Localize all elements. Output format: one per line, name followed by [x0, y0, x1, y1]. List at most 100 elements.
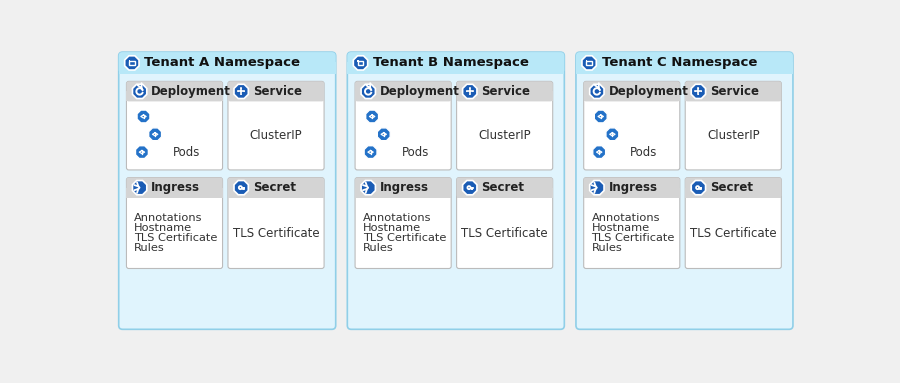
- Polygon shape: [582, 56, 597, 70]
- Text: Hostname: Hostname: [363, 223, 421, 233]
- Circle shape: [466, 91, 467, 92]
- Circle shape: [469, 90, 471, 92]
- Text: Secret: Secret: [482, 181, 525, 194]
- Polygon shape: [593, 146, 606, 159]
- FancyBboxPatch shape: [126, 81, 222, 170]
- FancyBboxPatch shape: [584, 81, 680, 101]
- Bar: [584, 92, 680, 101]
- FancyBboxPatch shape: [576, 52, 793, 329]
- Bar: [685, 92, 781, 101]
- FancyBboxPatch shape: [228, 81, 324, 101]
- FancyBboxPatch shape: [685, 178, 781, 268]
- Bar: [356, 188, 451, 198]
- Text: Service: Service: [482, 85, 530, 98]
- FancyBboxPatch shape: [576, 52, 793, 74]
- FancyBboxPatch shape: [126, 81, 222, 101]
- Polygon shape: [234, 180, 248, 195]
- Polygon shape: [594, 110, 608, 123]
- Bar: [584, 188, 680, 198]
- Text: Deployment: Deployment: [380, 85, 460, 98]
- Polygon shape: [132, 84, 147, 98]
- Text: TLS Certificate: TLS Certificate: [462, 227, 548, 240]
- Polygon shape: [132, 180, 147, 195]
- FancyBboxPatch shape: [584, 178, 680, 198]
- Circle shape: [240, 88, 242, 89]
- FancyBboxPatch shape: [119, 52, 336, 329]
- Text: Ingress: Ingress: [608, 181, 658, 194]
- Bar: [130, 61, 135, 65]
- Text: Annotations: Annotations: [591, 213, 660, 223]
- FancyBboxPatch shape: [347, 52, 564, 74]
- FancyBboxPatch shape: [119, 52, 336, 74]
- Text: Tenant A Namespace: Tenant A Namespace: [144, 56, 301, 69]
- Bar: [119, 62, 336, 74]
- FancyBboxPatch shape: [456, 178, 553, 198]
- Bar: [357, 61, 359, 62]
- FancyBboxPatch shape: [126, 178, 222, 198]
- Text: ClusterIP: ClusterIP: [707, 129, 760, 142]
- Text: TLS Certificate: TLS Certificate: [363, 233, 446, 243]
- FancyBboxPatch shape: [356, 178, 451, 268]
- Text: Service: Service: [710, 85, 759, 98]
- FancyBboxPatch shape: [356, 81, 451, 101]
- Circle shape: [240, 93, 242, 95]
- Text: Ingress: Ingress: [380, 181, 429, 194]
- Bar: [358, 61, 364, 65]
- FancyBboxPatch shape: [584, 178, 680, 268]
- Text: Secret: Secret: [710, 181, 753, 194]
- Polygon shape: [364, 146, 377, 159]
- Circle shape: [698, 90, 699, 92]
- Text: Ingress: Ingress: [151, 181, 200, 194]
- Text: Hostname: Hostname: [591, 223, 650, 233]
- Bar: [356, 92, 451, 101]
- Circle shape: [472, 91, 473, 92]
- Polygon shape: [137, 110, 150, 123]
- Text: Annotations: Annotations: [363, 213, 431, 223]
- Polygon shape: [606, 128, 619, 141]
- Circle shape: [698, 88, 699, 89]
- Text: Annotations: Annotations: [134, 213, 202, 223]
- Bar: [228, 188, 324, 198]
- Bar: [456, 92, 553, 101]
- FancyBboxPatch shape: [228, 178, 324, 198]
- Text: Rules: Rules: [134, 243, 165, 253]
- Polygon shape: [377, 128, 391, 141]
- Polygon shape: [125, 56, 139, 70]
- FancyBboxPatch shape: [584, 81, 680, 170]
- FancyBboxPatch shape: [456, 81, 553, 101]
- Text: Pods: Pods: [173, 146, 201, 159]
- Text: Pods: Pods: [401, 146, 429, 159]
- Text: Rules: Rules: [363, 243, 393, 253]
- FancyBboxPatch shape: [685, 81, 781, 101]
- Circle shape: [469, 88, 471, 89]
- Circle shape: [469, 93, 471, 95]
- Text: Tenant C Namespace: Tenant C Namespace: [601, 56, 757, 69]
- Circle shape: [238, 91, 239, 92]
- FancyBboxPatch shape: [685, 178, 781, 198]
- Polygon shape: [136, 146, 149, 159]
- Polygon shape: [590, 180, 604, 195]
- Polygon shape: [691, 84, 706, 98]
- Text: ClusterIP: ClusterIP: [478, 129, 531, 142]
- Text: Deployment: Deployment: [608, 85, 688, 98]
- Text: Pods: Pods: [630, 146, 658, 159]
- Bar: [685, 188, 781, 198]
- Polygon shape: [361, 180, 375, 195]
- Bar: [576, 62, 793, 74]
- Polygon shape: [361, 84, 375, 98]
- Polygon shape: [590, 84, 604, 98]
- FancyBboxPatch shape: [126, 178, 222, 268]
- Circle shape: [243, 91, 245, 92]
- Polygon shape: [463, 180, 477, 195]
- Polygon shape: [148, 128, 162, 141]
- Bar: [587, 61, 592, 65]
- Bar: [129, 61, 130, 62]
- Text: Deployment: Deployment: [151, 85, 231, 98]
- FancyBboxPatch shape: [228, 81, 324, 170]
- FancyBboxPatch shape: [228, 178, 324, 268]
- Text: TLS Certificate: TLS Certificate: [233, 227, 320, 240]
- Text: Service: Service: [253, 85, 302, 98]
- Text: TLS Certificate: TLS Certificate: [591, 233, 675, 243]
- Bar: [347, 62, 564, 74]
- Text: Hostname: Hostname: [134, 223, 193, 233]
